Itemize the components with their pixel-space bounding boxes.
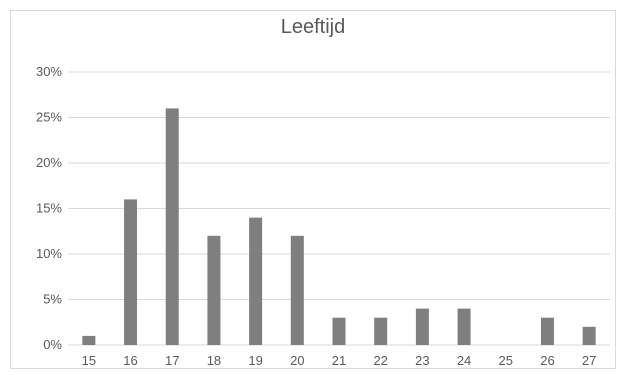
y-tick-label: 10% [36,246,62,261]
bars [82,108,596,346]
y-tick-label: 15% [36,201,62,216]
x-tick-label: 27 [582,353,596,368]
bar-22 [374,317,388,345]
chart-title: Leeftijd [280,16,346,38]
bar-27 [582,326,596,345]
y-axis-ticks: 0% 5% 10% 15% 20% 25% 30% [36,64,62,352]
y-tick-label: 30% [36,64,62,79]
bar-16 [124,199,138,345]
y-tick-label: 5% [43,292,62,307]
x-tick-label: 20 [290,353,304,368]
x-tick-label: 25 [499,353,513,368]
y-tick-label: 20% [36,155,62,170]
bar-23 [415,308,429,345]
bar-24 [457,308,471,345]
y-tick-label: 25% [36,110,62,125]
bar-15 [82,335,96,345]
bar-18 [207,235,221,345]
x-tick-label: 21 [332,353,346,368]
x-tick-label: 16 [123,353,137,368]
x-tick-label: 26 [540,353,554,368]
x-axis-ticks: 15 16 17 18 19 20 21 22 23 24 25 26 27 [82,353,597,368]
bar-19 [249,217,263,345]
x-tick-label: 17 [165,353,179,368]
x-tick-label: 23 [415,353,429,368]
x-tick-label: 22 [373,353,387,368]
y-tick-label: 0% [43,337,62,352]
x-tick-label: 24 [457,353,471,368]
gridlines [68,71,610,346]
bar-20 [290,235,304,345]
bar-26 [540,317,554,345]
x-tick-label: 19 [248,353,262,368]
x-tick-label: 15 [82,353,96,368]
x-tick-label: 18 [207,353,221,368]
chart-frame [10,10,616,369]
bar-21 [332,317,346,345]
bar-17 [165,108,179,346]
